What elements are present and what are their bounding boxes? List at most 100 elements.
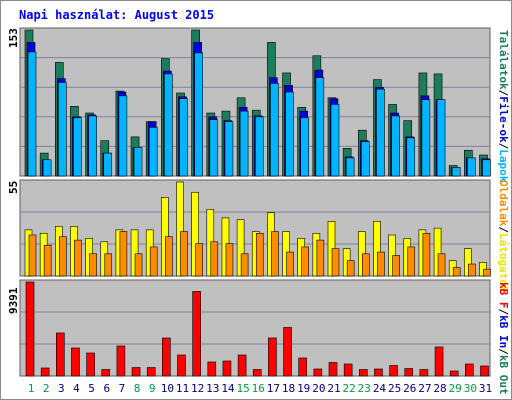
bar-kb-f-day-6: [101, 369, 111, 377]
bar-oldalak-day-20: [316, 239, 325, 277]
bar-kb-f-day-29: [449, 370, 459, 377]
bar-kb-f-day-4: [71, 347, 80, 377]
bar-l-togat-k-day-24: [373, 221, 381, 277]
bar-l-togat-k-day-30: [464, 248, 472, 277]
grid-lines: [20, 57, 490, 345]
bar-lapok-day-14: [224, 121, 234, 177]
bar-kb-f-day-10: [162, 337, 171, 377]
bar-oldalak-day-12: [195, 243, 203, 277]
bar-lapok-day-9: [148, 127, 158, 177]
legend-sites: Oldalak: [497, 180, 510, 227]
bar-oldalak-day-4: [74, 239, 82, 277]
x-tick-label-day-1: 1: [28, 382, 35, 395]
bar-kb-f-day-16: [252, 369, 262, 377]
bar-oldalak-day-5: [89, 253, 97, 277]
x-tick-label-day-11: 11: [176, 382, 189, 395]
bar-oldalak-day-7: [119, 231, 128, 277]
x-tick-label-day-25: 25: [388, 382, 401, 395]
x-tick-label-day-23: 23: [358, 382, 371, 395]
bar-oldalak-day-19: [301, 246, 310, 277]
bar-lapok-day-20: [315, 77, 325, 177]
bar-oldalak-day-13: [210, 241, 219, 277]
bar-lapok-day-1: [27, 51, 37, 177]
x-tick-label-day-12: 12: [191, 382, 204, 395]
bar-oldalak-day-8: [134, 253, 143, 277]
bar-kb-f-day-17: [268, 337, 277, 377]
legend-sep-4: /: [497, 309, 510, 316]
x-tick-label-day-26: 26: [403, 382, 416, 395]
x-tick-label-day-15: 15: [236, 382, 249, 395]
bar-l-togat-k-day-15: [236, 219, 245, 277]
x-tick-label-day-7: 7: [119, 382, 126, 395]
x-tick-label-day-2: 2: [43, 382, 50, 395]
bar-lapok-day-4: [73, 117, 82, 177]
x-tick-label-day-21: 21: [327, 382, 340, 395]
bar-kb-f-day-5: [86, 352, 95, 377]
bar-kb-f-day-11: [177, 354, 186, 377]
legend-sep-5: /: [497, 348, 510, 355]
bar-oldalak-day-25: [392, 255, 400, 277]
bar-kb-f-day-26: [404, 368, 414, 377]
bar-lapok-day-12: [194, 52, 203, 177]
legend-visits: Látogatók: [497, 233, 510, 293]
chart-title: Napi használat: August 2015: [19, 8, 215, 22]
bar-oldalak-day-14: [225, 243, 234, 277]
bar-kb-f-day-9: [146, 367, 156, 377]
bar-oldalak-day-23: [361, 253, 370, 277]
bar-kb-f-day-7: [116, 345, 126, 377]
bar-l-togat-k-day-11: [176, 181, 184, 277]
bar-lapok-day-7: [118, 95, 128, 177]
bottom-panel-background: [19, 279, 491, 377]
bar-oldalak-day-30: [468, 263, 476, 277]
x-tick-label-day-31: 31: [479, 382, 492, 395]
bar-l-togat-k-day-8: [130, 229, 139, 277]
bar-lapok-day-19: [300, 117, 310, 177]
x-tick-label-day-9: 9: [149, 382, 156, 395]
bar-oldalak-day-3: [58, 236, 67, 277]
bar-lapok-day-26: [406, 137, 416, 177]
legend-kbout: kB Out: [497, 355, 510, 395]
bar-oldalak-day-21: [331, 248, 340, 277]
x-tick-label-day-3: 3: [58, 382, 65, 395]
legend-kbf: kB F: [497, 282, 510, 309]
bar-lapok-day-15: [239, 110, 249, 177]
bar-lapok-day-6: [103, 152, 113, 177]
bar-lapok-day-22: [345, 157, 355, 177]
bar-oldalak-day-31: [483, 268, 491, 277]
bottom-right-legend: kB F/kB In/kB Out: [497, 282, 510, 395]
x-tick-label-day-24: 24: [373, 382, 387, 395]
bar-lapok-day-2: [42, 159, 52, 177]
bar-lapok-day-10: [164, 73, 173, 177]
x-tick-label-day-18: 18: [282, 382, 295, 395]
bar-kb-f-day-14: [222, 360, 232, 377]
bar-kb-f-day-27: [419, 369, 429, 377]
bar-lapok-day-30: [467, 157, 476, 177]
x-tick-label-day-22: 22: [343, 382, 356, 395]
bar-oldalak-day-29: [452, 267, 461, 277]
bar-oldalak-day-26: [407, 246, 416, 277]
bar-kb-f-day-13: [207, 361, 217, 377]
bar-lapok-day-29: [451, 167, 461, 177]
bar-kb-f-day-25: [389, 365, 398, 377]
bar-kb-f-day-21: [328, 362, 338, 377]
bar-lapok-day-24: [376, 88, 385, 177]
bar-oldalak-day-28: [437, 253, 446, 277]
bar-kb-f-day-15: [237, 354, 247, 377]
bar-oldalak-day-10: [165, 236, 173, 277]
bar-lapok-day-23: [360, 141, 370, 177]
bar-kb-f-day-24: [374, 368, 383, 377]
bar-kb-f-day-18: [283, 327, 292, 377]
bar-oldalak-day-15: [240, 253, 249, 277]
middle-right-legend: Oldalak/Látogatók: [497, 180, 510, 293]
legend-files: File-ok: [497, 96, 510, 143]
x-tick-label-day-20: 20: [312, 382, 325, 395]
bar-lapok-day-18: [285, 91, 294, 177]
chart-bars: [24, 29, 491, 377]
bar-oldalak-day-1: [28, 234, 37, 277]
bar-oldalak-day-22: [346, 260, 355, 277]
bar-kb-f-day-3: [55, 332, 65, 377]
x-tick-label-day-16: 16: [252, 382, 265, 395]
x-tick-label-day-10: 10: [161, 382, 174, 395]
bar-kb-f-day-31: [480, 365, 489, 377]
